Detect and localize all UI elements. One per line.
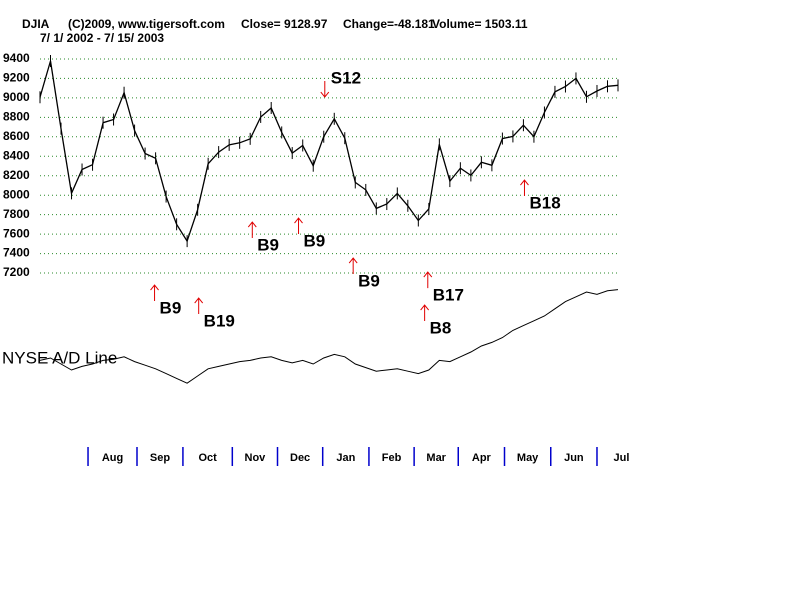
signal-label: B18: [529, 193, 560, 212]
x-tick-label: Aug: [102, 452, 123, 464]
ad-label: NYSE A/D Line: [2, 348, 117, 367]
y-tick-label: 8600: [3, 129, 30, 143]
signal-arrow: [150, 284, 159, 302]
x-tick-label: Mar: [426, 452, 446, 464]
signal-arrow: [320, 81, 330, 98]
signal-label: B9: [257, 236, 279, 255]
y-tick-label: 7400: [3, 246, 30, 260]
y-tick-label: 9200: [3, 71, 30, 85]
x-tick-label: Nov: [245, 452, 267, 464]
y-tick-label: 8800: [3, 110, 30, 124]
y-tick-label: 7200: [3, 265, 30, 279]
price-line: [39, 60, 619, 243]
chart-title: DJIA: [22, 17, 50, 31]
x-tick-label: Oct: [198, 452, 217, 464]
volume: Volume= 1503.11: [432, 17, 528, 31]
signal-arrow: [194, 297, 204, 315]
x-tick-label: Feb: [382, 452, 402, 464]
y-tick-label: 7800: [3, 207, 30, 221]
y-tick-label: 8400: [3, 148, 30, 162]
signal-label: B9: [160, 298, 182, 317]
signal-label: B19: [204, 312, 235, 331]
x-tick-label: Jul: [614, 452, 630, 464]
y-tick-label: 9000: [3, 90, 30, 104]
x-tick-label: May: [517, 452, 539, 464]
y-tick-label: 8000: [3, 187, 30, 201]
signal-arrow: [423, 271, 433, 289]
signal-label: B17: [433, 286, 464, 305]
signal-arrow: [420, 304, 430, 322]
signal-arrow: [520, 179, 529, 197]
change: Change=-48.181: [343, 17, 435, 31]
signal-arrow: [247, 221, 257, 239]
signal-arrow: [348, 257, 358, 275]
signal-label: S12: [331, 68, 361, 87]
x-tick-label: Dec: [290, 452, 310, 464]
ad-line: [39, 289, 619, 384]
x-tick-label: Apr: [472, 452, 492, 464]
signal-label: B9: [358, 272, 380, 291]
x-tick-label: Sep: [150, 452, 170, 464]
signal-arrow: [294, 217, 303, 235]
signal-label: B8: [430, 319, 452, 338]
x-tick-label: Jan: [336, 452, 355, 464]
copyright: (C)2009, www.tigersoft.com: [68, 17, 225, 31]
chart-subtitle: 7/ 1/ 2002 - 7/ 15/ 2003: [40, 31, 164, 45]
y-tick-label: 8200: [3, 168, 30, 182]
signal-label: B9: [304, 232, 326, 251]
close: Close= 9128.97: [241, 17, 328, 31]
x-tick-label: Jun: [564, 452, 584, 464]
y-tick-label: 7600: [3, 226, 30, 240]
y-tick-label: 9400: [3, 51, 30, 65]
